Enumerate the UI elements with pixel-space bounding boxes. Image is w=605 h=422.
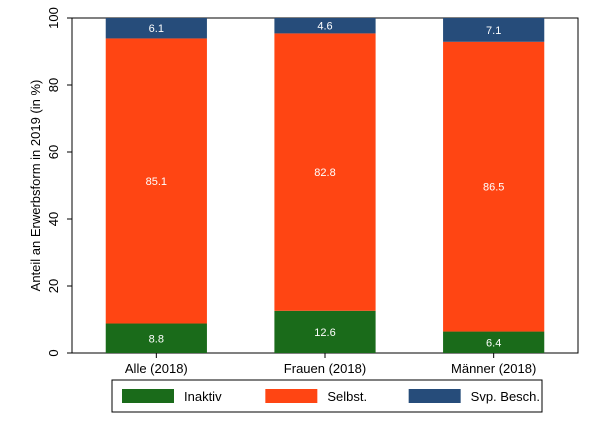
legend-label-svp-besch: Svp. Besch. [471, 389, 540, 404]
data-label: 4.6 [317, 21, 332, 33]
legend-box [111, 379, 543, 413]
data-label: 85.1 [146, 176, 167, 188]
legend-swatch-inaktiv [122, 389, 174, 403]
legend-label-selbst: Selbst. [327, 389, 367, 404]
data-label: 7.1 [486, 25, 501, 37]
data-label: 6.4 [486, 337, 501, 349]
data-label: 12.6 [314, 327, 335, 339]
data-label: 6.1 [149, 23, 164, 35]
data-label: 82.8 [314, 167, 335, 179]
y-tick-label: 40 [46, 212, 61, 226]
x-tick-label: Frauen (2018) [284, 361, 366, 376]
bar-segment-inaktiv-3 [443, 331, 545, 353]
bar-segment-svp-besch-1 [105, 18, 207, 39]
y-tick-label: 80 [46, 78, 61, 92]
y-tick-label: 20 [46, 279, 61, 293]
bar-segment-svp-besch-3 [443, 18, 545, 42]
legend-label-inaktiv: Inaktiv [184, 389, 222, 404]
bar-segment-svp-besch-2 [274, 18, 376, 34]
bar-segment-selbst-2 [274, 33, 376, 311]
y-tick-label: 0 [46, 349, 61, 356]
data-label: 86.5 [483, 182, 504, 194]
y-axis-title: Anteil an Erwerbsform in 2019 (in %) [28, 80, 43, 292]
bar-segment-selbst-3 [443, 41, 545, 332]
legend-swatch-selbst [265, 389, 318, 403]
x-tick-label: Männer (2018) [451, 361, 536, 376]
data-label: 8.8 [149, 333, 164, 345]
bar-segment-inaktiv-2 [274, 310, 376, 353]
x-tick-label: Alle (2018) [125, 361, 188, 376]
bar-segment-selbst-1 [105, 38, 207, 324]
legend-swatch-svp-besch [408, 389, 461, 403]
bar-segment-inaktiv-1 [105, 323, 207, 353]
y-tick-label: 100 [46, 7, 61, 29]
y-tick-label: 60 [46, 145, 61, 159]
